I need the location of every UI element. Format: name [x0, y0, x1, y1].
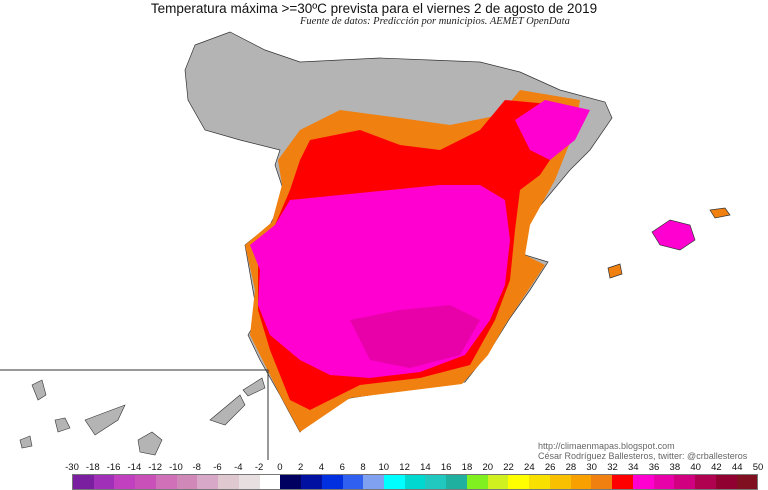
- legend-swatch: [549, 475, 571, 489]
- legend-label: 50: [752, 462, 764, 473]
- legend-bar: [72, 474, 758, 490]
- legend-labels: -30 -18 -16 -14 -12 -10 -8 -6 -4 -2 0 2 4 6 8 10 12 14 16 1…: [65, 462, 763, 473]
- legend-swatch: [695, 475, 716, 489]
- legend-label: -30: [65, 462, 79, 473]
- legend-swatch: [135, 475, 156, 489]
- island-gran-canaria: [137, 431, 163, 456]
- balearic-ibiza: [607, 263, 623, 279]
- legend-swatch: [218, 475, 239, 489]
- legend-swatch: [114, 475, 136, 489]
- balearic-mallorca: [651, 219, 696, 251]
- legend-swatch: [466, 475, 488, 489]
- legend-label: 42: [711, 462, 722, 473]
- zone-34-36-ebro: [515, 100, 590, 160]
- map-title: Temperatura máxima >=30ºC prevista para …: [150, 1, 598, 16]
- legend-label: 44: [731, 462, 743, 473]
- legend-swatch: [363, 475, 385, 489]
- island-lanzarote: [242, 377, 266, 397]
- legend-swatch: [508, 475, 530, 489]
- legend-label: 30: [586, 462, 597, 473]
- legend-label: 20: [482, 462, 494, 473]
- legend-swatch: [342, 475, 364, 489]
- legend-swatch: [155, 475, 177, 489]
- legend-swatch: [259, 475, 281, 489]
- legend-swatch: [715, 475, 737, 489]
- island-la-palma: [31, 379, 47, 401]
- legend-label: 38: [669, 462, 681, 473]
- legend-label: 22: [503, 462, 514, 473]
- legend-label: 14: [420, 462, 431, 473]
- island-fuerteventura: [209, 394, 246, 426]
- inset-border: [0, 369, 269, 460]
- legend-swatch: [301, 475, 322, 489]
- legend-swatch: [425, 475, 447, 489]
- legend-label: -2: [254, 462, 264, 473]
- legend-swatch: [73, 475, 94, 489]
- island-el-hierro: [19, 435, 33, 449]
- legend-label: 6: [339, 462, 345, 473]
- legend-label: 8: [360, 462, 366, 473]
- balearic-menorca: [709, 207, 731, 219]
- legend-swatch: [197, 475, 219, 489]
- legend-label: -8: [192, 462, 201, 473]
- legend-label: 16: [440, 462, 452, 473]
- credits-url: http://climaenmapas.blogspot.com: [538, 441, 675, 451]
- legend-label: 28: [565, 462, 577, 473]
- credits: http://climaenmapas.blogspot.com César R…: [538, 441, 747, 461]
- legend-swatch: [93, 475, 115, 489]
- legend-swatch: [321, 475, 343, 489]
- legend-swatch: [632, 475, 654, 489]
- legend-swatch: [529, 475, 550, 489]
- legend-swatch: [404, 475, 426, 489]
- legend-swatch: [674, 475, 696, 489]
- canary-islands-inset: [0, 369, 269, 460]
- legend-swatch: [446, 475, 467, 489]
- legend-swatch: [487, 475, 509, 489]
- legend-label: -12: [148, 462, 163, 473]
- legend-swatch: [384, 475, 405, 489]
- color-legend: -30 -18 -16 -14 -12 -10 -8 -6 -4 -2 0 2 4 6 8 10 12 14 16 1…: [65, 462, 763, 490]
- zone-36-38: [350, 305, 480, 368]
- legend-swatch: [612, 475, 633, 489]
- legend-label: 32: [607, 462, 618, 473]
- legend-label: 2: [298, 462, 304, 473]
- legend-swatch: [280, 475, 302, 489]
- map-subtitle: Fuente de datos: Predicción por municipi…: [300, 16, 570, 27]
- legend-label: 34: [627, 462, 639, 473]
- legend-label: 10: [378, 462, 390, 473]
- legend-label: -18: [85, 462, 100, 473]
- legend-swatch: [653, 475, 675, 489]
- legend-label: -4: [234, 462, 243, 473]
- legend-label: 4: [318, 462, 325, 473]
- legend-swatch: [570, 475, 592, 489]
- island-la-gomera: [54, 417, 71, 433]
- legend-label: 0: [277, 462, 283, 473]
- legend-swatch: [736, 475, 758, 489]
- legend-label: -16: [106, 462, 121, 473]
- legend-label: 26: [544, 462, 556, 473]
- legend-label: -6: [213, 462, 222, 473]
- legend-swatch: [176, 475, 198, 489]
- island-tenerife: [84, 404, 126, 436]
- legend-swatch: [238, 475, 260, 489]
- legend-label: 36: [648, 462, 660, 473]
- legend-label: -10: [169, 462, 183, 473]
- legend-label: -14: [127, 462, 142, 473]
- legend-label: 24: [524, 462, 535, 473]
- credits-author: César Rodríguez Ballesteros, twitter: @c…: [538, 451, 748, 461]
- legend-label: 40: [690, 462, 701, 473]
- legend-label: 18: [461, 462, 473, 473]
- legend-swatch: [591, 475, 613, 489]
- legend-label: 12: [399, 462, 410, 473]
